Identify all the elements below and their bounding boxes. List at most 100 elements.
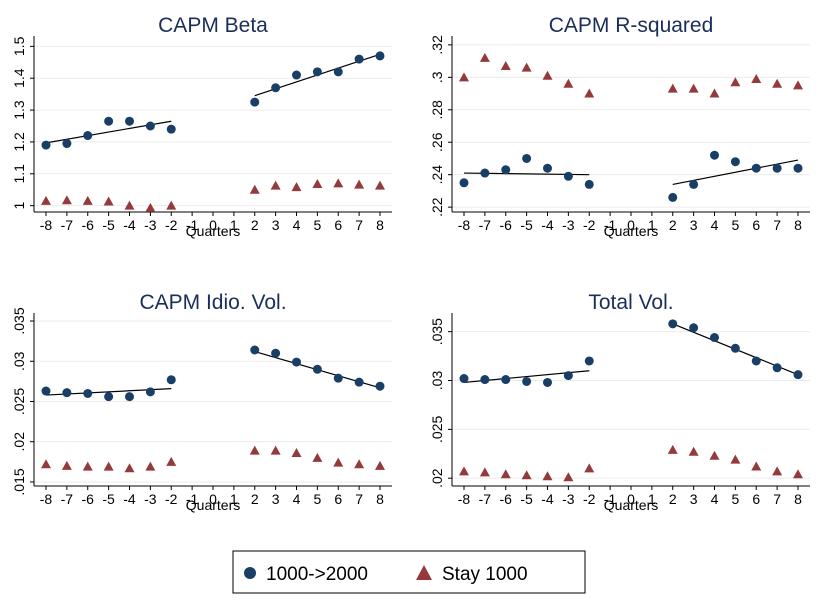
y-tick-label: 1 [11,202,27,210]
x-tick-label: 8 [794,491,802,507]
x-tick-label: -2 [165,491,178,507]
data-point-triangle [270,445,281,455]
panel-title: Total Vol. [588,291,673,314]
legend-label-circle: 1000->2000 [266,564,368,585]
data-point-circle [271,348,281,358]
y-tick-label: .22 [429,197,445,217]
data-point-circle [166,124,176,134]
y-tick-label: 1.4 [11,68,27,88]
x-tick-label: 7 [355,217,363,233]
y-tick-label: .26 [429,132,445,152]
x-tick-label: -2 [165,217,178,233]
x-tick-label: 4 [293,491,301,507]
x-tick-label: 6 [752,217,760,233]
x-tick-label: -4 [541,491,554,507]
panel-title: CAPM Beta [158,14,268,37]
data-point-circle [333,67,343,77]
data-point-circle [125,392,134,402]
data-point-circle [145,121,155,131]
data-point-triangle [41,459,51,469]
y-tick-label: .02 [11,432,27,452]
data-point-triangle [479,52,490,62]
data-point-circle [480,375,490,385]
data-point-circle [793,163,803,173]
x-tick-label: -3 [144,491,157,507]
data-point-triangle [667,83,678,93]
data-point-triangle [751,73,762,83]
data-point-circle [354,54,364,64]
y-tick-label: .035 [11,307,27,334]
data-point-triangle [291,448,302,458]
x-tick-label: 7 [773,491,781,507]
data-point-circle [166,375,176,385]
y-tick-label: .025 [429,416,445,443]
data-point-triangle [291,182,302,192]
data-point-triangle [375,460,385,470]
y-tick-label: 1.5 [11,36,27,56]
x-tick-label: 2 [669,217,677,233]
data-point-triangle [730,454,741,464]
data-point-triangle [354,459,365,469]
y-tick-label: .02 [429,468,445,488]
data-point-triangle [521,470,532,480]
x-tick-label: 1 [230,217,238,233]
y-tick-label: 1.3 [11,100,27,120]
data-point-triangle [542,70,553,80]
data-point-circle [459,178,469,188]
x-tick-label: -8 [458,491,471,507]
x-tick-label: 6 [752,491,760,507]
data-point-triangle [688,446,699,456]
data-point-triangle [563,472,574,482]
chart-panel-1: CAPM Beta 1 1.1 1.2 1.3 1.4 1.5 -8 -7 -6 -5 -4 -3 -2-… [11,14,392,239]
y-tick-label: 1.1 [11,164,27,184]
data-point-triangle [61,460,72,470]
data-point-circle [41,140,51,150]
legend-label-triangle: Stay 1000 [442,564,528,585]
data-point-triangle [375,180,385,190]
data-point-triangle [521,62,532,72]
x-tick-label: 8 [376,217,384,233]
data-point-triangle [103,461,114,471]
data-point-circle [563,171,573,181]
data-point-circle [271,83,281,93]
data-point-circle [751,163,761,173]
x-tick-label: -4 [541,217,554,233]
x-tick-label: -6 [500,217,513,233]
data-point-circle [751,356,761,366]
x-tick-label: 0 [627,491,635,507]
x-tick-label: -6 [82,217,95,233]
x-tick-label: -5 [520,491,533,507]
data-point-triangle [459,72,469,82]
x-tick-label: 3 [690,217,698,233]
data-point-circle [62,388,72,398]
data-point-circle [125,116,134,126]
x-tick-label: -7 [61,491,74,507]
x-tick-label: -3 [562,491,575,507]
panel-title: CAPM R-squared [549,14,714,37]
x-tick-label: -5 [520,217,533,233]
y-tick-label: .28 [429,100,445,120]
data-point-triangle [459,466,469,476]
data-point-circle [522,153,532,163]
data-point-circle [375,51,385,61]
data-point-triangle [41,195,51,205]
data-point-triangle [82,461,93,471]
data-point-circle [522,376,532,386]
data-point-triangle [103,196,114,206]
data-point-triangle [249,184,260,194]
data-point-triangle [333,178,344,188]
data-point-circle [250,97,260,107]
y-tick-label: .32 [429,35,445,55]
x-axis-title: Quarters [604,223,658,239]
x-tick-label: 0 [209,491,217,507]
data-point-triangle [730,77,741,87]
y-tick-label: 1.2 [11,132,27,152]
y-tick-label: .3 [429,71,445,83]
legend-box [232,550,586,594]
data-point-triangle [61,195,72,205]
data-point-triangle [772,466,783,476]
data-point-triangle [82,195,93,205]
x-tick-label: 8 [376,491,384,507]
